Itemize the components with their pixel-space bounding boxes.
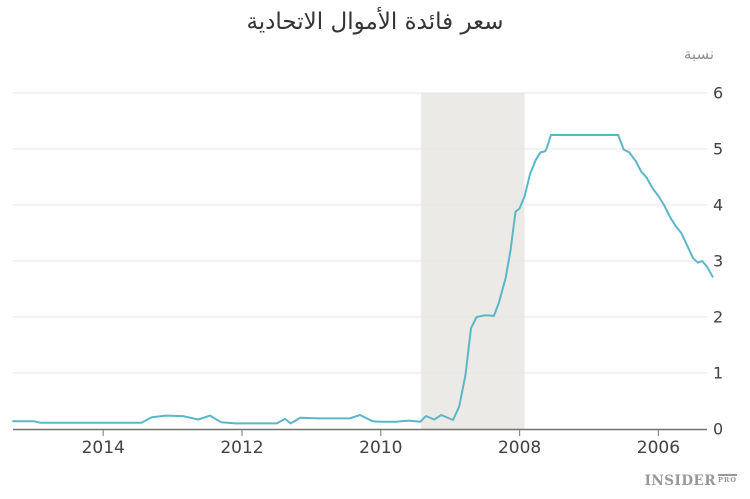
x-tick-label-2012: 2012 bbox=[220, 438, 263, 458]
chart-title: سعر فائدة الأموال الاتحادية bbox=[246, 9, 504, 35]
y-tick-label-0: 0 bbox=[713, 420, 723, 439]
y-tick-label-5: 5 bbox=[713, 140, 723, 159]
x-tick-label-2006: 2006 bbox=[637, 438, 680, 458]
x-tick-label-2008: 2008 bbox=[498, 438, 541, 458]
y-tick-label-6: 6 bbox=[713, 84, 723, 103]
logo-wordmark: INSIDER bbox=[644, 472, 717, 489]
rate-line bbox=[12, 134, 714, 425]
y-tick-label-3: 3 bbox=[713, 252, 723, 271]
y-tick-label-4: 4 bbox=[713, 196, 723, 215]
x-tick-label-2010: 2010 bbox=[359, 438, 402, 458]
y-tick-label-2: 2 bbox=[713, 308, 723, 327]
insider-pro-logo: INSIDER PRO bbox=[644, 472, 737, 489]
logo-pro-badge: PRO bbox=[718, 473, 737, 484]
y-tick-label-1: 1 bbox=[713, 364, 723, 383]
y-axis-unit-label: نسبة bbox=[683, 45, 714, 63]
x-tick-label-2014: 2014 bbox=[82, 438, 125, 458]
